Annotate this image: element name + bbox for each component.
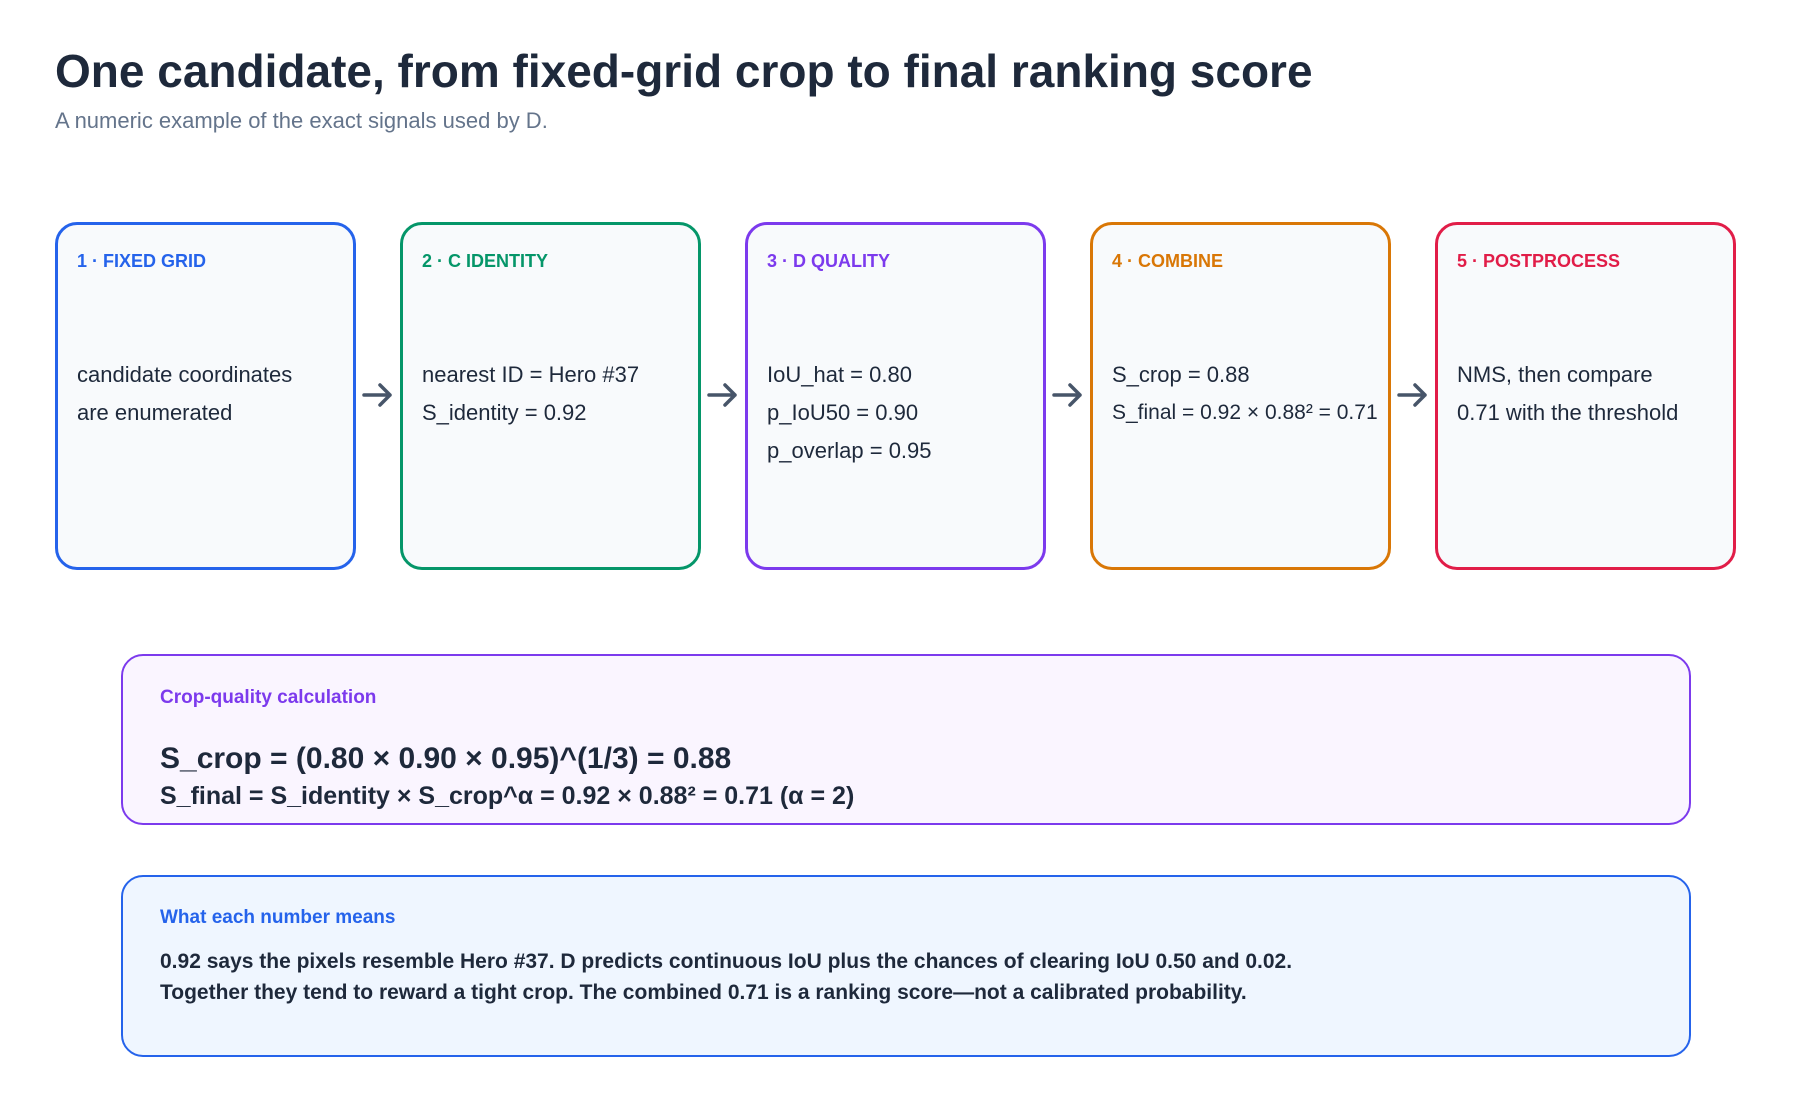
step-line: candidate coordinates — [77, 362, 293, 387]
step-combine: 4 · COMBINE S_crop = 0.88 S_final = 0.92… — [1090, 222, 1391, 570]
meaning-label: What each number means — [160, 907, 396, 928]
step-body: S_crop = 0.88 S_final = 0.92 × 0.88² = 0… — [1112, 356, 1378, 432]
step-line: are enumerated — [77, 400, 233, 425]
s-final-formula: S_final = S_identity × S_crop^α = 0.92 ×… — [160, 782, 855, 810]
step-line: p_IoU50 = 0.90 — [767, 400, 919, 425]
step-fixed-grid: 1 · FIXED GRID candidate coordinates are… — [55, 222, 356, 570]
step-postprocess: 5 · POSTPROCESS NMS, then compare 0.71 w… — [1435, 222, 1736, 570]
step-line: NMS, then compare — [1457, 362, 1653, 387]
step-c-identity: 2 · C IDENTITY nearest ID = Hero #37 S_i… — [400, 222, 701, 570]
step-label: 3 · D QUALITY — [767, 251, 891, 271]
arrow-right-icon — [707, 383, 737, 407]
step-label: 1 · FIXED GRID — [77, 251, 207, 271]
meaning-line: 0.92 says the pixels resemble Hero #37. … — [160, 950, 1293, 973]
step-d-quality: 3 · D QUALITY IoU_hat = 0.80 p_IoU50 = 0… — [745, 222, 1046, 570]
step-body: IoU_hat = 0.80 p_IoU50 = 0.90 p_overlap … — [767, 356, 932, 470]
number-meaning-panel: What each number means 0.92 says the pix… — [121, 875, 1691, 1057]
step-label: 4 · COMBINE — [1112, 251, 1224, 271]
step-label: 5 · POSTPROCESS — [1457, 251, 1621, 271]
calculation-label: Crop-quality calculation — [160, 687, 377, 708]
page-title: One candidate, from fixed-grid crop to f… — [55, 45, 1313, 97]
step-line: S_crop = 0.88 — [1112, 362, 1250, 387]
step-body: candidate coordinates are enumerated — [77, 356, 292, 432]
step-line: 0.71 with the threshold — [1457, 400, 1679, 425]
s-crop-formula: S_crop = (0.80 × 0.90 × 0.95)^(1/3) = 0.… — [160, 742, 732, 775]
step-body: NMS, then compare 0.71 with the threshol… — [1457, 356, 1678, 432]
step-body: nearest ID = Hero #37 S_identity = 0.92 — [422, 356, 639, 432]
arrow-right-icon — [1052, 383, 1082, 407]
step-line: nearest ID = Hero #37 — [422, 362, 640, 387]
step-line: S_identity = 0.92 — [422, 400, 587, 425]
step-line: IoU_hat = 0.80 — [767, 362, 912, 387]
page-subtitle: A numeric example of the exact signals u… — [55, 108, 548, 133]
step-line: p_overlap = 0.95 — [767, 438, 932, 463]
meaning-line: Together they tend to reward a tight cro… — [160, 981, 1247, 1004]
crop-quality-calculation-panel: Crop-quality calculation S_crop = (0.80 … — [121, 654, 1691, 825]
arrow-right-icon — [362, 383, 392, 407]
arrow-right-icon — [1397, 383, 1427, 407]
step-label: 2 · C IDENTITY — [422, 251, 549, 271]
step-line: S_final = 0.92 × 0.88² = 0.71 — [1112, 401, 1378, 424]
